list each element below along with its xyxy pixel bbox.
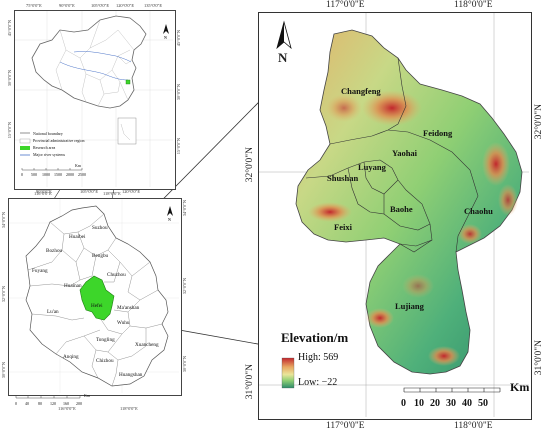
district-label: Changfeng bbox=[341, 86, 381, 96]
china-bottom-label: 105°0'0"E bbox=[80, 189, 98, 194]
anhui-bottom-label: 116°0'0"E bbox=[58, 406, 76, 411]
scale-tick: 0 bbox=[401, 398, 406, 409]
prefecture-label: Wuhu bbox=[117, 320, 130, 326]
anhui-north-label: N bbox=[168, 217, 171, 222]
anhui-scale-tick: 80 bbox=[38, 401, 42, 406]
scale-tick: 40 bbox=[462, 398, 472, 409]
anhui-research-area bbox=[79, 275, 115, 321]
anhui-scale-tick: 160 bbox=[63, 401, 69, 406]
scale-tick: 20 bbox=[430, 398, 440, 409]
anhui-scale-tick: 0 bbox=[15, 401, 17, 406]
main-scale-bar bbox=[403, 387, 501, 393]
china-scale-tick: 0 bbox=[21, 172, 23, 177]
scale-tick: 50 bbox=[478, 398, 488, 409]
prefecture-label: Chizhou bbox=[96, 358, 114, 364]
prefecture-label: Bengbu bbox=[92, 253, 109, 259]
anhui-scale-tick: 120 bbox=[50, 401, 56, 406]
prefecture-label: Fuyang bbox=[32, 268, 48, 274]
anhui-top-label: 118°0'0"E bbox=[103, 191, 121, 196]
main-north-label: N bbox=[278, 50, 288, 65]
elevation-title: Elevation/m bbox=[281, 330, 349, 345]
district-label: Feidong bbox=[423, 128, 453, 138]
prefecture-label: Xuancheng bbox=[135, 342, 159, 348]
main-bottom-label: 117°0'0"E bbox=[326, 421, 365, 431]
china-scale-tick: 1500 bbox=[54, 172, 62, 177]
china-legend-national: National boundary bbox=[33, 131, 63, 136]
prefecture-label: Ma'anshan bbox=[117, 305, 140, 311]
prefecture-label: Tongling bbox=[96, 337, 115, 343]
main-bottom-label: 118°0'0"E bbox=[454, 421, 493, 431]
china-top-label: 135°0'0"E bbox=[144, 3, 162, 8]
anhui-scale-tick: 200 bbox=[76, 401, 82, 406]
china-top-label: 90°0'0"E bbox=[59, 3, 75, 8]
district-label: Feixi bbox=[334, 222, 352, 232]
prefecture-label: Suzhou bbox=[92, 225, 108, 231]
main-top-label: 117°0'0"E bbox=[326, 0, 365, 10]
china-top-label: 75°0'0"E bbox=[26, 3, 42, 8]
china-scale-tick: 500 bbox=[31, 172, 37, 177]
china-scale-tick: 1000 bbox=[42, 172, 50, 177]
hefei-outline bbox=[295, 29, 523, 375]
china-bottom-label: 120°0'0"E bbox=[122, 189, 140, 194]
china-north-label: N bbox=[164, 35, 167, 40]
scale-tick: 10 bbox=[414, 398, 424, 409]
anhui-bottom-label: 118°0'0"E bbox=[120, 406, 138, 411]
china-scale-unit: Km bbox=[75, 163, 81, 168]
prefecture-label: Bozhou bbox=[46, 248, 63, 254]
anhui-top-label: 116°0'0"E bbox=[34, 191, 52, 196]
prefecture-label: Huainan bbox=[64, 283, 82, 289]
elevation-low-label: Low: −22 bbox=[298, 377, 338, 388]
anhui-scale-tick: 40 bbox=[25, 401, 29, 406]
china-legend-rivers: Major river systems bbox=[33, 152, 65, 157]
anhui-north-arrow bbox=[167, 206, 173, 216]
district-label: Shushan bbox=[327, 173, 359, 183]
china-top-label: 120°0'0"E bbox=[116, 3, 134, 8]
scale-unit: Km bbox=[510, 380, 530, 394]
anhui-scale-unit: Km bbox=[84, 393, 90, 398]
elevation-color-bar bbox=[281, 357, 295, 389]
prefecture-label: Huaibei bbox=[69, 234, 86, 240]
prefecture-label: Chuzhou bbox=[107, 272, 126, 278]
district-label: Luyang bbox=[358, 162, 386, 172]
china-north-arrow bbox=[163, 24, 169, 34]
prefecture-label: Hefei bbox=[91, 303, 103, 309]
district-label: Baohe bbox=[390, 204, 413, 214]
main-north-arrow bbox=[276, 20, 292, 50]
district-label: Chaohu bbox=[464, 206, 493, 216]
china-top-label: 105°0'0"E bbox=[91, 3, 109, 8]
prefecture-label: Lu'an bbox=[47, 309, 59, 315]
scale-tick: 30 bbox=[446, 398, 456, 409]
prefecture-label: Huangshan bbox=[119, 372, 143, 378]
china-bottom-label: 90°0'0"E bbox=[36, 189, 52, 194]
main-top-label: 118°0'0"E bbox=[454, 0, 493, 10]
china-research-area bbox=[125, 79, 131, 85]
china-scale-tick: 2500 bbox=[78, 172, 86, 177]
china-legend-provincial: Provincial administrative region bbox=[33, 138, 85, 143]
elevation-high-label: High: 569 bbox=[298, 352, 339, 363]
district-label: Lujiang bbox=[395, 301, 424, 311]
district-label: Yaohai bbox=[392, 148, 418, 158]
prefecture-label: Anqing bbox=[63, 354, 79, 360]
china-legend-research: Research area bbox=[33, 145, 56, 150]
china-scale-tick: 2000 bbox=[66, 172, 74, 177]
